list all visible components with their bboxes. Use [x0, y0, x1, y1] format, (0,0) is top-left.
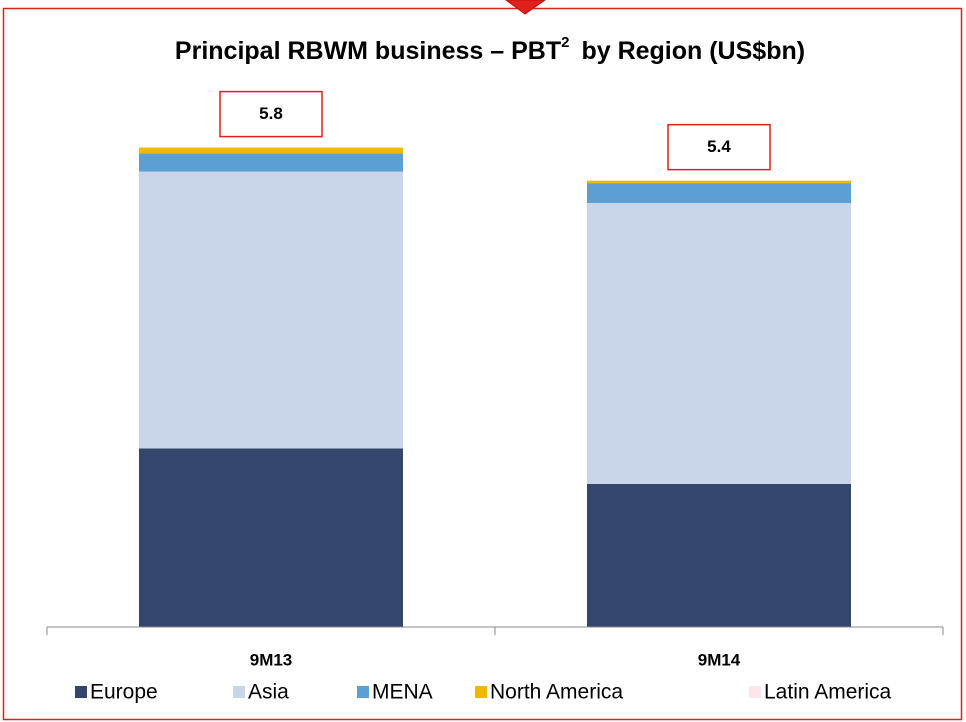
legend-label: Latin America: [764, 681, 892, 704]
bar-segment: [587, 484, 851, 627]
legend-swatch: [357, 686, 369, 698]
chart-title: Principal RBWM business – PBT2 by Region …: [175, 34, 805, 65]
total-label: 5.8: [259, 104, 283, 123]
bar-segment: [139, 171, 403, 449]
legend-swatch: [75, 686, 87, 698]
bar-segment: [587, 202, 851, 485]
legend-label: Asia: [248, 681, 289, 704]
legend-swatch: [749, 686, 761, 698]
bar-segment: [139, 153, 403, 172]
legend-swatch: [475, 686, 487, 698]
x-tick-label: 9M13: [250, 650, 293, 669]
legend-label: North America: [490, 681, 623, 704]
chart-border: [2, 7, 963, 721]
legend-swatch: [233, 686, 245, 698]
legend-label: Europe: [90, 681, 158, 704]
total-label: 5.4: [707, 137, 731, 156]
total-box: [667, 123, 771, 171]
bar-segment: [587, 183, 851, 203]
legend-label: MENA: [372, 681, 433, 704]
bar-segment: [587, 180, 851, 184]
x-tick-label: 9M14: [698, 650, 741, 669]
arrow-tip: [505, 0, 546, 15]
bar-segment: [139, 147, 403, 154]
total-box: [219, 90, 323, 138]
bar-segment: [139, 448, 403, 627]
